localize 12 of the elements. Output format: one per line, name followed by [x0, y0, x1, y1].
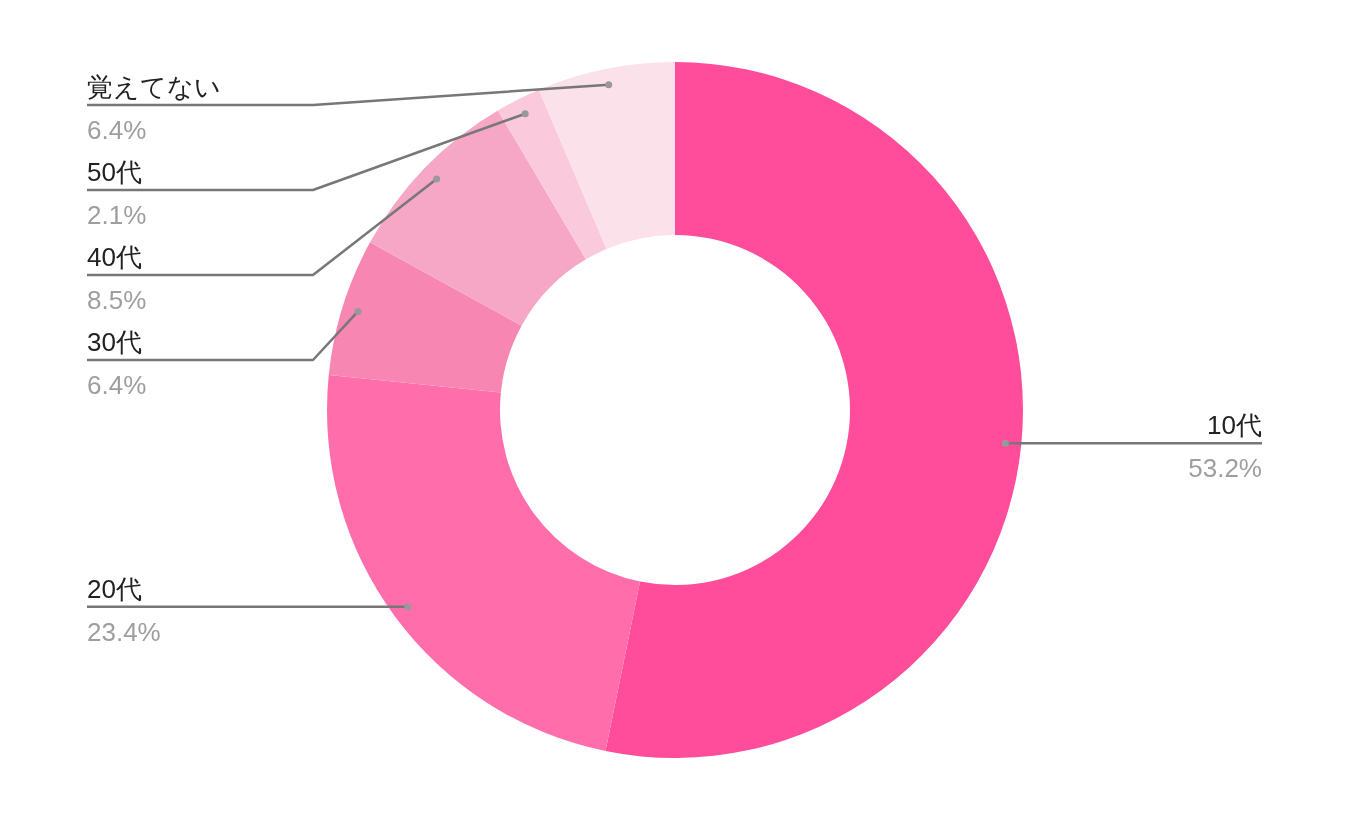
slice-label: 覚えてない: [87, 72, 221, 102]
data-label: 23.4%: [87, 616, 161, 647]
data-label: 6.4%: [87, 370, 147, 400]
data-label: 6.4%: [87, 115, 147, 145]
data-label: 8.5%: [87, 285, 147, 315]
slice-label: 20代: [87, 573, 142, 604]
data-label: 2.1%: [87, 200, 147, 230]
slice-label: 30代: [87, 327, 142, 357]
data-label: 53.2%: [1188, 453, 1262, 484]
slice-label: 40代: [87, 242, 142, 272]
slice-label: 50代: [87, 157, 142, 187]
slice-label: 10代: [1207, 410, 1262, 441]
